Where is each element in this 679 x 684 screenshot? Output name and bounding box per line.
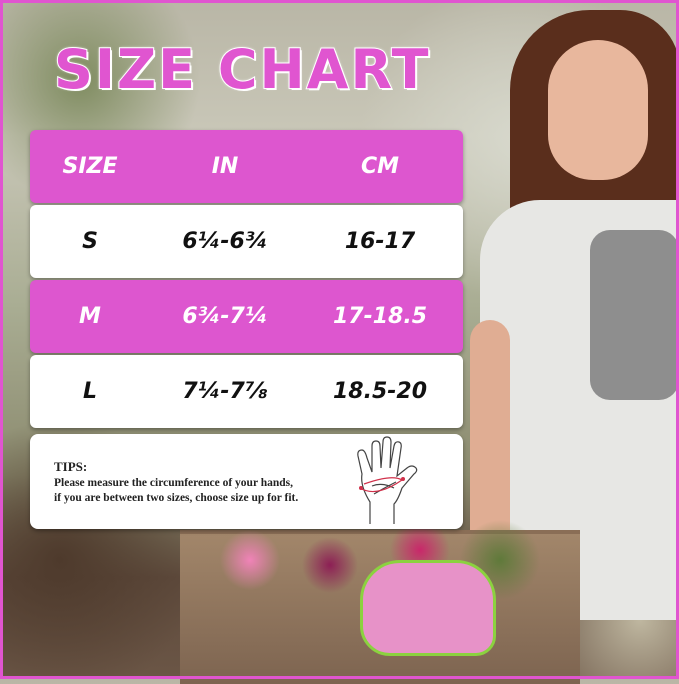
hand-measure-icon: [357, 436, 418, 524]
size-cell: L: [82, 379, 98, 404]
in-cell: 6¾-7¼: [182, 304, 268, 329]
in-cell: 6¼-6¾: [182, 229, 268, 254]
table-row: L 7¼-7⅞ 18.5-20: [30, 355, 463, 428]
page-title: SIZE CHART: [53, 37, 431, 102]
table-row: M 6¾-7¼ 17-18.5: [30, 280, 463, 353]
woman-face: [548, 40, 648, 180]
cm-cell: 18.5-20: [332, 379, 428, 404]
header-size: SIZE: [62, 154, 118, 179]
size-cell: S: [82, 229, 98, 254]
tips-text: Please measure the circumference of your…: [54, 476, 374, 506]
size-table: SIZE IN CM S 6¼-6¾ 16-17 M 6¾-7¼ 17-18.5…: [30, 130, 463, 430]
in-cell: 7¼-7⅞: [182, 379, 268, 404]
table-header: SIZE IN CM: [30, 130, 463, 203]
tips-title: TIPS:: [54, 459, 88, 474]
size-cell: M: [79, 304, 101, 329]
woman-sleeve: [590, 230, 679, 400]
header-cm: CM: [360, 154, 400, 179]
table-row: S 6¼-6¾ 16-17: [30, 205, 463, 278]
cm-cell: 16-17: [344, 229, 416, 254]
tips-line-2: if you are between two sizes, choose siz…: [54, 492, 299, 504]
garden-glove: [360, 560, 496, 656]
header-in: IN: [211, 154, 239, 179]
cm-cell: 17-18.5: [332, 304, 428, 329]
tips-box: TIPS: Please measure the circumference o…: [30, 434, 463, 529]
tips-line-1: Please measure the circumference of your…: [54, 477, 294, 489]
